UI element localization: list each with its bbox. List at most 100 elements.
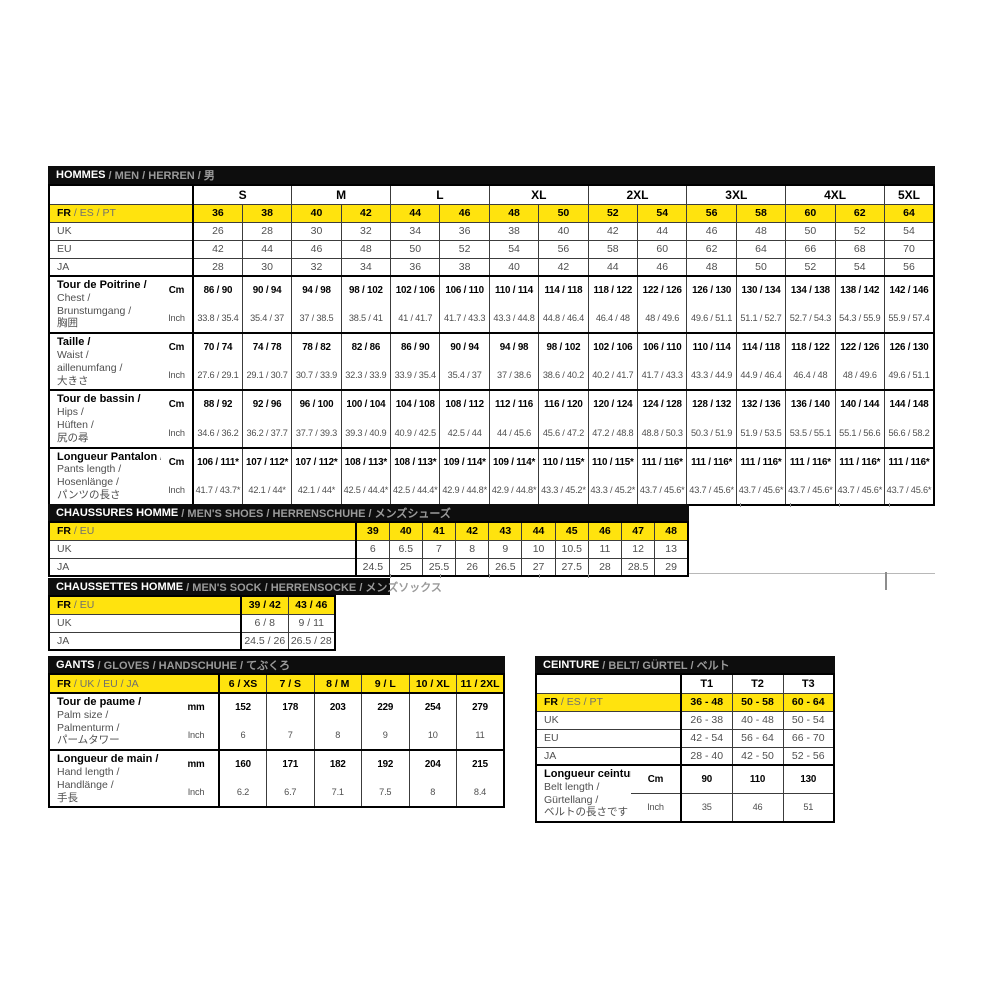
cell: 48 (686, 257, 737, 277)
cell: 10 (521, 539, 556, 559)
cell: 178 (266, 691, 315, 722)
label-line: Pants length / (57, 463, 122, 476)
cell: 55.9 / 57.4 (883, 304, 935, 334)
socks-fr-label: FR / EU (48, 595, 242, 615)
cell: 32 (340, 221, 392, 241)
fr-size-row: FR / ES / PT 36 38 40 42 44 46 48 50 52 54 56 58 60 6… (48, 203, 935, 223)
cell: 8.4 (456, 778, 505, 808)
unit-mm: mm (174, 691, 220, 722)
belt-fr-label-strong: FR (544, 696, 558, 708)
cell: 26.5 (488, 557, 523, 577)
hips-cm-row: Tour de bassin / Hips / Hüften / 尻の尋 Cm 88 … (48, 389, 935, 448)
size-group-cell: L (390, 184, 490, 205)
cell: 28.5 (620, 557, 656, 577)
cell: 9 (361, 721, 410, 751)
cell: 44.8 / 46.4 (538, 304, 589, 334)
cell: 110 / 114 (488, 274, 540, 305)
cell: 6 / XS (218, 673, 267, 694)
label-line: aillenumfang / (57, 361, 123, 374)
cell: 203 (313, 691, 362, 722)
cell: 58 (587, 239, 639, 259)
cell: 50 (390, 239, 441, 259)
cell: 36 - 48 (680, 692, 733, 712)
cell: 42 (587, 221, 639, 241)
cell: 7 (266, 721, 315, 751)
cell: 122 / 126 (637, 274, 688, 305)
cell: 26 - 38 (680, 710, 733, 730)
cell: 43.7 / 45.6* (883, 475, 935, 506)
hand-label: Longueur de main / Hand length / Handlänge… (48, 749, 174, 808)
eu-size-row: EU 42 44 46 48 50 52 54 56 58 60 62 64 66 68 70 (48, 239, 935, 259)
unit-inch: Inch (174, 778, 220, 808)
cell: 120 / 124 (587, 389, 639, 419)
cell: 44 (521, 521, 556, 541)
cell: 40.2 / 41.7 (587, 361, 639, 391)
label-line: Palm size / (57, 708, 109, 721)
label-line: Longueur Pantalon / (57, 450, 161, 463)
cell: 48 / 49.6 (834, 361, 885, 391)
cell: 13 (654, 539, 689, 559)
cell: 102 / 106 (587, 332, 639, 362)
cell: 43.3 / 45.2* (538, 475, 589, 506)
cell: 46.4 / 48 (785, 361, 836, 391)
cell: 6 (355, 539, 390, 559)
cell: 6 (218, 721, 267, 751)
cell: 8 (408, 778, 457, 808)
cell: 60 (785, 203, 836, 223)
cell: 36.2 / 37.7 (241, 418, 293, 449)
cell: 44 / 45.6 (488, 418, 540, 449)
size-group-cell: 4XL (785, 184, 885, 205)
cell: 6.5 (388, 539, 423, 559)
label-line: Hips / (57, 406, 84, 419)
pants-length-label: Longueur Pantalon / Pants length / Hosenlä… (48, 446, 161, 505)
cell: 130 / 134 (735, 274, 787, 305)
men-size-table: S M L XL 2XL 3XL 4XL 5XL FR / ES / PT 36 38 40 42 4… (48, 184, 935, 506)
cell: 128 / 132 (686, 389, 737, 419)
cell: 116 / 120 (538, 389, 589, 419)
cell: 41 / 41.7 (390, 304, 441, 334)
cell: 36 (390, 257, 441, 277)
cell: 90 / 94 (241, 274, 293, 305)
cell: 36 (439, 221, 490, 241)
cell: 43.3 / 44.9 (686, 361, 737, 391)
shoes-fr-label-strong: FR (57, 525, 71, 538)
pants-length-cm-row: Longueur Pantalon / Pants length / Hosenlä… (48, 446, 935, 505)
cell: 114 / 118 (735, 332, 787, 362)
cell: 10 (408, 721, 457, 751)
cell: 48 (654, 521, 689, 541)
cell: 6.2 (218, 778, 267, 808)
cell: 37.7 / 39.3 (291, 418, 342, 449)
ja-row-label: JA (48, 257, 194, 277)
cell: 66 (785, 239, 836, 259)
fr-row-label: FR / ES / PT (48, 203, 194, 223)
cell: 49.6 / 51.1 (686, 304, 737, 334)
gloves-section-header: GANTS / GLOVES / HANDSCHUHE / てぶくろ (48, 656, 505, 673)
cell: 7.1 (313, 778, 362, 808)
cell: 50 (735, 257, 787, 277)
cell: 82 / 86 (340, 332, 392, 362)
men-title: HOMMES (56, 169, 106, 181)
cell: 29 (654, 557, 689, 577)
cell: 27.6 / 29.1 (192, 361, 243, 391)
cell: 56.6 / 58.2 (883, 418, 935, 449)
cell: 52 (834, 221, 885, 241)
cell: 98 / 102 (538, 332, 589, 362)
palm-label: Tour de paume / Palm size / Palmenturm / パー… (48, 691, 174, 751)
unit-inch: Inch (161, 304, 194, 334)
cell: 11 (587, 539, 623, 559)
cell: 40 (291, 203, 342, 223)
belt-uk-label: UK (535, 710, 682, 730)
cell: 41.7 / 43.3 (439, 304, 490, 334)
cell: 94 / 98 (488, 332, 540, 362)
fr-label-strong: FR (57, 207, 71, 219)
ja-size-row: JA 28 30 32 34 36 38 40 42 44 46 48 50 52 54 56 (48, 257, 935, 277)
cell: 42 (192, 239, 243, 259)
belt-length-label: Longueur ceinture /Belt length /Gürtella… (535, 763, 631, 823)
unit-inch: Inch (174, 721, 220, 751)
cell: 32.3 / 33.9 (340, 361, 392, 391)
cell: 50 - 54 (782, 710, 835, 730)
cell: 100 / 104 (340, 389, 392, 419)
belt-t-row: T1 T2 T3 (535, 673, 835, 694)
